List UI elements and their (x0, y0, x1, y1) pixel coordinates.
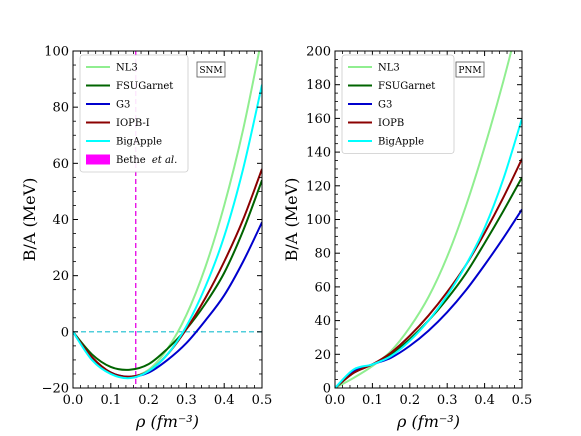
y-tick-label: 80 (314, 247, 331, 262)
legend-label: G3 (378, 100, 392, 111)
legend: NL3 FSUGarnet G3 IOPB BigApple (341, 54, 455, 154)
series-line-iopb-i (73, 168, 262, 378)
legend-label: IOPB (378, 118, 404, 129)
legend-label: BigApple (116, 137, 162, 148)
y-tick-label: 40 (314, 314, 331, 329)
y-tick-label: 80 (52, 101, 69, 116)
plot-area (335, 51, 522, 388)
legend-label: FSUGarnet (116, 81, 173, 92)
x-tick-label: 0.4 (474, 393, 495, 408)
y-tick-label: 20 (52, 269, 69, 284)
x-tick-label: 0.0 (325, 393, 346, 408)
matter-tag-box (196, 61, 226, 78)
x-tick-label: 0.3 (176, 393, 197, 408)
legend-label-bethe: Bethe et al. (116, 155, 177, 166)
y-tick-label: 120 (306, 179, 331, 194)
x-tick-label: 0.2 (399, 393, 420, 408)
matter-tag: PNM (458, 66, 481, 76)
legend-box (341, 54, 455, 154)
y-tick-label: 0 (323, 382, 331, 397)
legend: NL3 FSUGarnet G3 IOPB-I BigApple Bethe et al. (79, 54, 189, 173)
series-line-bigapple (73, 84, 262, 380)
legend-label-bethe-italic: et al. (152, 155, 177, 166)
legend-label: NL3 (116, 63, 138, 74)
x-tick-label: 0.1 (100, 393, 121, 408)
legend-label: IOPB-I (116, 118, 150, 129)
legend-box (79, 54, 189, 173)
series-line-fsugarnet (335, 176, 522, 388)
y-tick-label: 0 (61, 325, 69, 340)
series-line-nl3 (335, 51, 513, 388)
y-tick-label: 140 (306, 146, 331, 161)
y-tick-label: 60 (52, 157, 69, 172)
matter-tag-box (455, 61, 485, 78)
y-tick-label: 200 (306, 45, 331, 60)
y-axis-label: B/A (MeV) (20, 178, 39, 262)
x-axis-label: ρ (fm⁻³) (135, 412, 199, 431)
x-tick-label: 0.0 (63, 393, 84, 408)
legend-label: BigApple (378, 137, 424, 148)
y-tick-label: 180 (306, 78, 331, 93)
y-tick-label: 60 (314, 280, 331, 295)
y-tick-label: −20 (42, 382, 69, 397)
snm-panel: 0.0 0.1 0.2 0.3 0.4 0.5 −20 0 20 40 60 80 100 ρ (fm⁻³… (20, 45, 273, 432)
y-tick-label: 100 (44, 45, 69, 60)
y-axis-label: B/A (MeV) (282, 178, 301, 262)
plot-area (73, 51, 262, 388)
matter-tag: SNM (199, 66, 222, 76)
y-tick-label: 20 (314, 348, 331, 363)
legend-label: G3 (116, 100, 130, 111)
series-line-fsugarnet (73, 179, 262, 371)
x-tick-label: 0.4 (214, 393, 235, 408)
legend-label-bethe-name: Bethe (116, 155, 149, 166)
x-tick-label: 0.1 (362, 393, 383, 408)
x-tick-label: 0.5 (512, 393, 533, 408)
legend-swatch-box (86, 154, 110, 165)
legend-label: FSUGarnet (378, 81, 435, 92)
series-line-bigapple (335, 118, 522, 388)
x-tick-label: 0.3 (437, 393, 458, 408)
y-tick-label: 40 (52, 213, 69, 228)
x-axis-label: ρ (fm⁻³) (396, 412, 460, 431)
series-line-iopb (335, 158, 522, 388)
x-tick-label: 0.2 (138, 393, 159, 408)
x-tick-label: 0.5 (252, 393, 273, 408)
y-tick-label: 100 (306, 213, 331, 228)
pnm-panel: 0.0 0.1 0.2 0.3 0.4 0.5 0 20 40 60 80 100 120 140 160 1… (282, 45, 533, 432)
y-tick-label: 160 (306, 112, 331, 127)
legend-label: NL3 (378, 63, 400, 74)
